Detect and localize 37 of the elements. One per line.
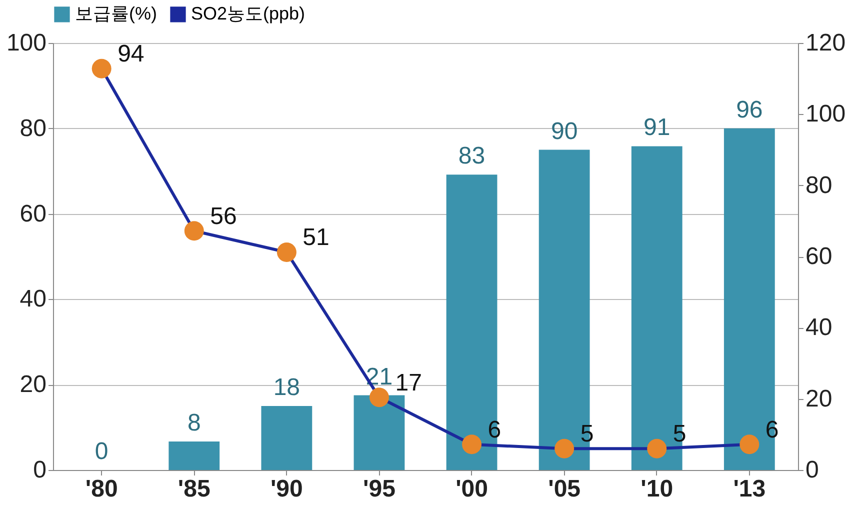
- y-tick-label: 0: [33, 456, 46, 484]
- x-tick-label: '13: [733, 476, 766, 502]
- y-tick-label: 40: [20, 286, 46, 313]
- y2-tick-label: 120: [806, 30, 846, 56]
- data-label: 17: [395, 369, 422, 396]
- x-tick-label: '80: [85, 476, 118, 502]
- y-tick-label: 60: [20, 200, 46, 228]
- data-label: 94: [118, 40, 144, 68]
- data-label: 91: [644, 114, 670, 142]
- bar: [168, 442, 220, 470]
- data-label: 51: [302, 224, 330, 252]
- bar: [354, 395, 405, 470]
- data-label: 83: [458, 142, 486, 170]
- legend-label: SO2농도(ppb): [191, 3, 306, 24]
- y2-tick-label: 40: [806, 314, 832, 342]
- x-tick-label: '95: [363, 476, 396, 502]
- x-tick-label: '90: [270, 476, 303, 502]
- y-tick-label: 20: [20, 371, 46, 398]
- data-label: 8: [187, 410, 201, 437]
- x-tick-label: '00: [456, 476, 488, 502]
- y2-tick-label: 80: [806, 172, 832, 199]
- data-label: 18: [273, 374, 300, 401]
- x-tick-label: '05: [548, 476, 581, 502]
- y2-tick-label: 20: [806, 385, 832, 412]
- data-label: 0: [94, 438, 108, 465]
- y-tick-label: 100: [6, 30, 46, 56]
- y-tick-label: 80: [20, 114, 46, 142]
- data-label: 96: [736, 96, 763, 124]
- data-label: 56: [210, 202, 237, 230]
- x-tick-label: '10: [640, 476, 674, 502]
- y2-tick-label: 0: [806, 456, 819, 484]
- y2-tick-label: 100: [806, 100, 846, 128]
- x-tick-label: '85: [178, 476, 210, 502]
- bar: [261, 406, 312, 470]
- data-label: 90: [550, 118, 578, 145]
- legend-label: 보급률(%): [75, 3, 157, 24]
- y2-tick-label: 60: [806, 243, 832, 270]
